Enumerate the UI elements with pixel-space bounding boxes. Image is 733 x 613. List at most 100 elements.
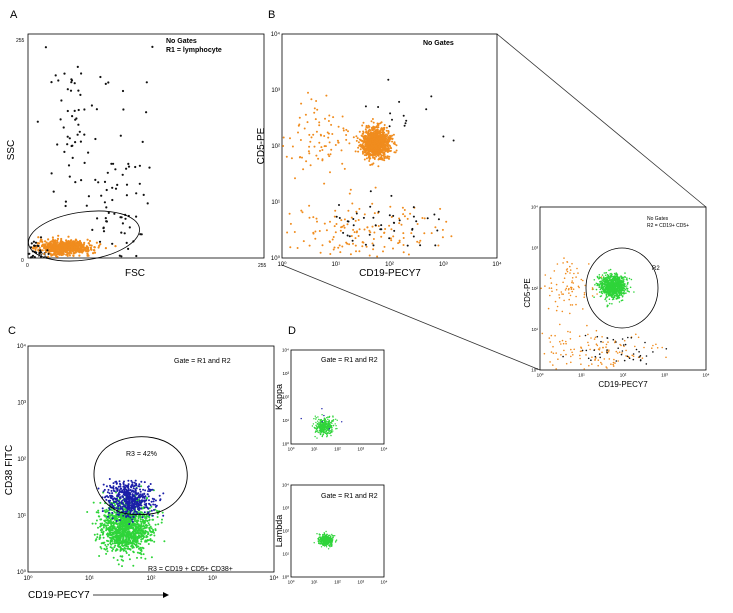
data-point xyxy=(610,287,612,290)
data-point xyxy=(579,357,581,360)
data-point xyxy=(104,82,107,85)
data-point xyxy=(614,278,617,280)
data-point xyxy=(112,548,115,551)
data-point xyxy=(318,121,321,124)
data-point xyxy=(56,239,59,242)
data-point xyxy=(132,512,135,515)
data-point xyxy=(552,352,555,355)
data-point xyxy=(625,349,627,352)
data-point xyxy=(419,244,422,247)
data-point xyxy=(118,526,121,529)
data-point xyxy=(99,522,102,525)
data-point xyxy=(364,151,367,154)
data-point xyxy=(369,135,372,138)
data-point xyxy=(318,141,321,144)
data-point xyxy=(565,362,568,365)
panel-a-ylabel: SSC xyxy=(6,140,17,161)
data-point xyxy=(607,275,610,277)
data-point xyxy=(450,235,453,238)
data-point xyxy=(621,338,624,340)
panel-a-annotation-1: No Gates xyxy=(166,38,197,45)
data-point xyxy=(598,353,601,355)
data-point xyxy=(360,134,363,137)
data-point xyxy=(571,277,574,279)
data-point xyxy=(300,102,303,105)
data-point xyxy=(352,218,355,220)
data-point xyxy=(622,281,624,284)
data-point xyxy=(554,334,556,337)
data-point xyxy=(615,341,617,343)
data-point xyxy=(387,136,389,139)
data-point xyxy=(623,287,626,290)
data-point xyxy=(337,141,340,144)
data-point xyxy=(152,518,155,521)
data-point xyxy=(606,296,608,298)
data-point xyxy=(544,274,547,276)
data-point xyxy=(561,310,564,313)
data-point xyxy=(639,354,642,357)
data-point xyxy=(385,129,388,132)
data-point xyxy=(56,255,59,258)
data-point xyxy=(115,491,117,494)
data-point xyxy=(145,499,148,502)
data-point xyxy=(382,250,384,253)
data-point xyxy=(146,520,149,523)
data-point xyxy=(368,160,371,162)
data-point xyxy=(127,165,131,168)
data-point xyxy=(609,273,611,275)
data-point xyxy=(127,547,130,550)
data-point xyxy=(607,286,609,288)
data-point xyxy=(63,72,66,75)
data-point xyxy=(112,162,115,165)
data-point xyxy=(363,147,366,150)
data-point xyxy=(121,527,124,530)
data-point xyxy=(77,241,80,244)
data-point xyxy=(369,164,372,166)
data-point xyxy=(365,140,368,143)
data-point xyxy=(544,285,546,287)
data-point xyxy=(107,528,110,531)
data-point xyxy=(108,507,111,510)
data-point xyxy=(131,523,134,526)
data-point xyxy=(105,552,108,555)
data-point xyxy=(371,151,374,154)
data-point xyxy=(415,220,418,223)
data-point xyxy=(607,281,610,283)
data-point xyxy=(570,288,573,291)
data-point xyxy=(540,287,542,290)
data-point xyxy=(410,232,413,235)
data-point xyxy=(608,302,611,305)
y-tick-label: 10¹ xyxy=(271,200,280,206)
data-point xyxy=(550,282,553,284)
data-point xyxy=(567,330,569,333)
data-point xyxy=(74,141,77,144)
data-point xyxy=(85,245,88,248)
data-point xyxy=(390,239,393,242)
data-point xyxy=(569,338,572,340)
data-point xyxy=(622,295,624,297)
data-point xyxy=(110,523,113,526)
data-point xyxy=(371,118,374,120)
data-point xyxy=(318,230,321,232)
data-point xyxy=(566,268,569,270)
data-point xyxy=(34,241,38,244)
data-point xyxy=(353,231,356,234)
data-point xyxy=(127,534,130,537)
panel-b-annotation: No Gates xyxy=(423,40,454,47)
data-point xyxy=(569,331,571,333)
data-point xyxy=(328,141,331,144)
data-point xyxy=(393,141,396,144)
data-point xyxy=(602,288,605,291)
inset-ylabel: CD5-PE xyxy=(523,278,532,307)
data-point xyxy=(132,530,135,533)
data-point xyxy=(50,172,53,175)
data-point xyxy=(605,343,608,346)
data-point xyxy=(355,139,358,142)
data-point xyxy=(368,155,371,158)
data-point xyxy=(392,247,394,250)
data-point xyxy=(585,354,587,356)
data-point xyxy=(116,538,119,541)
data-point xyxy=(390,194,393,197)
data-point xyxy=(86,252,89,255)
data-point xyxy=(122,108,125,111)
